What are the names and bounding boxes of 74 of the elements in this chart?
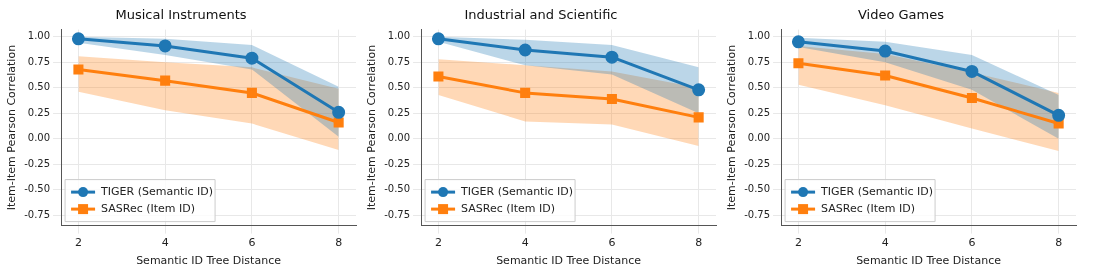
chart-title: Video Games bbox=[857, 7, 945, 23]
y-tick-label: 1.00 bbox=[27, 30, 51, 42]
chart-title: Musical Instruments bbox=[115, 7, 247, 23]
y-tick-label: 0.25 bbox=[747, 106, 771, 118]
point bbox=[431, 32, 445, 46]
x-tick-label: 8 bbox=[335, 236, 343, 250]
legend-label: SASRec (Item ID) bbox=[821, 201, 916, 215]
point bbox=[965, 64, 979, 78]
point bbox=[1052, 108, 1066, 122]
legend-label: SASRec (Item ID) bbox=[461, 201, 556, 215]
point bbox=[606, 93, 617, 105]
legend-label: TIGER (Semantic ID) bbox=[100, 184, 214, 198]
x-tick-label: 2 bbox=[434, 236, 442, 250]
point bbox=[880, 70, 891, 81]
y-tick-label: -0.75 bbox=[24, 208, 51, 220]
y-tick-label: 0.50 bbox=[27, 81, 51, 93]
point bbox=[333, 117, 344, 128]
y-tick-label: -0.25 bbox=[744, 157, 771, 169]
y-tick-label: 1.00 bbox=[747, 30, 771, 42]
y-tick-label: -0.25 bbox=[384, 157, 411, 169]
y-tick-label: -0.50 bbox=[384, 183, 411, 195]
x-tick-label: 2 bbox=[74, 236, 82, 250]
y-tick-label: 1.00 bbox=[387, 30, 411, 42]
y-axis-title: Item-Item Pearson Correlation bbox=[725, 44, 739, 211]
x-tick-label: 6 bbox=[608, 236, 616, 250]
point bbox=[791, 35, 805, 49]
chart-title: Industrial and Scientific bbox=[464, 7, 618, 23]
point bbox=[246, 87, 257, 98]
legend-label: SASRec (Item ID) bbox=[101, 201, 196, 215]
point bbox=[158, 39, 172, 53]
point bbox=[160, 75, 171, 86]
x-tick-label: 6 bbox=[968, 236, 976, 250]
point bbox=[518, 43, 532, 57]
point bbox=[520, 87, 531, 98]
x-tick-label: 2 bbox=[794, 236, 802, 250]
y-tick-label: -0.75 bbox=[384, 208, 411, 220]
y-axis-title: Item-Item Pearson Correlation bbox=[5, 44, 19, 211]
point bbox=[692, 83, 706, 97]
y-tick-label: 0.50 bbox=[747, 81, 771, 93]
y-tick-label: 0.75 bbox=[747, 55, 771, 67]
x-tick-label: 6 bbox=[248, 236, 256, 250]
point bbox=[73, 64, 84, 75]
legend-label: TIGER (Semantic ID) bbox=[460, 184, 574, 198]
y-tick-label: 0.75 bbox=[27, 55, 51, 67]
y-tick-label: 0.50 bbox=[387, 81, 411, 93]
x-tick-label: 8 bbox=[1055, 236, 1063, 250]
point bbox=[433, 71, 444, 82]
point bbox=[793, 58, 804, 69]
y-tick-label: 0.25 bbox=[27, 106, 51, 118]
x-tick-label: 4 bbox=[881, 236, 889, 250]
x-tick-label: 4 bbox=[161, 236, 169, 250]
x-axis-title: Semantic ID Tree Distance bbox=[496, 254, 642, 268]
point bbox=[71, 32, 85, 46]
legend-label: TIGER (Semantic ID) bbox=[820, 184, 934, 198]
point bbox=[605, 50, 619, 64]
y-tick-label: 0.00 bbox=[27, 132, 51, 144]
x-tick-label: 4 bbox=[521, 236, 529, 250]
x-tick-label: 8 bbox=[695, 236, 703, 250]
y-tick-label: 0.00 bbox=[387, 132, 411, 144]
point bbox=[693, 112, 704, 123]
x-axis-title: Semantic ID Tree Distance bbox=[856, 254, 1002, 268]
point bbox=[878, 44, 892, 58]
y-tick-label: -0.75 bbox=[744, 208, 771, 220]
y-axis-title: Item-Item Pearson Correlation bbox=[365, 44, 379, 211]
point bbox=[332, 105, 346, 119]
y-tick-label: -0.50 bbox=[744, 183, 771, 195]
point bbox=[966, 92, 977, 104]
y-tick-label: -0.50 bbox=[24, 183, 51, 195]
y-tick-label: 0.75 bbox=[387, 55, 411, 67]
x-axis-title: Semantic ID Tree Distance bbox=[136, 254, 282, 268]
y-tick-label: 0.00 bbox=[747, 132, 771, 144]
y-tick-label: 0.25 bbox=[387, 106, 411, 118]
y-tick-label: -0.25 bbox=[24, 157, 51, 169]
point bbox=[245, 51, 259, 65]
